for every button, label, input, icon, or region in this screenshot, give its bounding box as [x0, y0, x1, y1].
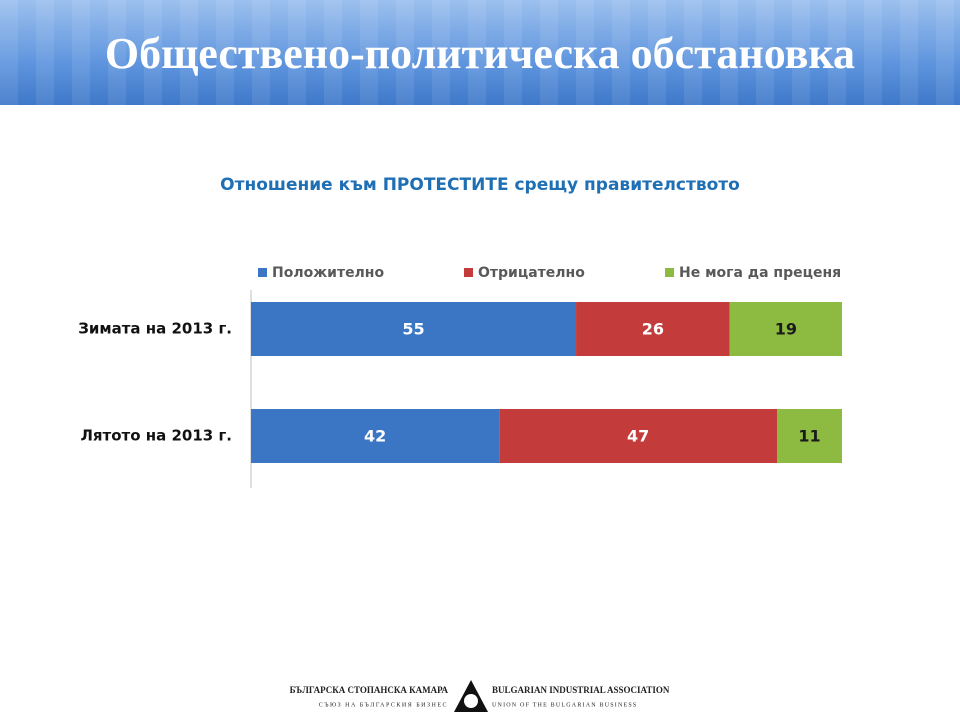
bar: [251, 409, 500, 463]
bar: [776, 409, 842, 463]
bar: [499, 409, 777, 463]
footer-logo: БЪЛГАРСКА СТОПАНСКА КАМАРА СЪЮЗ НА БЪЛГА…: [290, 680, 670, 712]
bar: [251, 302, 577, 356]
data-label: 26: [642, 320, 664, 339]
footer-text: БЪЛГАРСКА СТОПАНСКА КАМАРА: [290, 685, 449, 695]
legend-label: Не мога да преценя: [679, 265, 841, 281]
y-tick-label: Зимата на 2013 г.: [78, 320, 232, 338]
footer-text: СЪЮЗ НА БЪЛГАРСКИЯ БИЗНЕС: [319, 702, 448, 708]
footer-text: UNION OF THE BULGARIAN BUSINESS: [492, 702, 637, 708]
legend-swatch: [258, 268, 267, 277]
data-label: 11: [798, 427, 820, 446]
data-label: 19: [775, 320, 797, 339]
data-label: 47: [627, 427, 649, 446]
header-shadow: [0, 105, 960, 113]
chart-title: Отношение към ПРОТЕСТИТЕ срещу правителс…: [220, 175, 740, 195]
data-label: 55: [402, 320, 424, 339]
legend-label: Отрицателно: [478, 265, 585, 281]
legend-swatch: [665, 268, 674, 277]
logo-mark: [464, 694, 478, 708]
bar: [576, 302, 730, 356]
header-stripes: [0, 0, 960, 105]
data-label: 42: [364, 427, 386, 446]
legend-label: Положително: [272, 265, 384, 281]
slide-title: Обществено-политическа обстановка: [105, 29, 855, 78]
footer-text: BULGARIAN INDUSTRIAL ASSOCIATION: [492, 685, 670, 695]
bar: [729, 302, 842, 356]
y-tick-label: Лятото на 2013 г.: [80, 427, 232, 445]
legend-swatch: [464, 268, 473, 277]
